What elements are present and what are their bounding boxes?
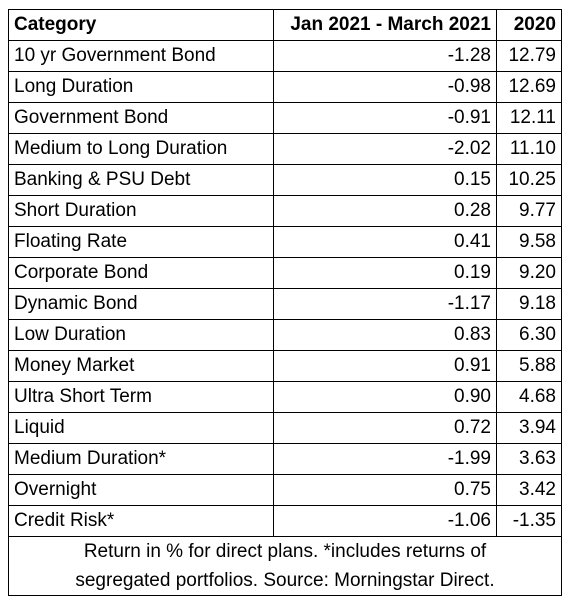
cell-jan-mar-2021: 0.91 — [273, 350, 497, 382]
table-row: Ultra Short Term 0.90 4.68 — [8, 381, 562, 413]
footnote-row: Return in % for direct plans. *includes … — [8, 536, 562, 596]
cell-jan-mar-2021: 0.28 — [273, 195, 497, 227]
footnote: Return in % for direct plans. *includes … — [8, 536, 562, 596]
header-jan-mar-2021: Jan 2021 - March 2021 — [273, 9, 497, 41]
cell-jan-mar-2021: 0.75 — [273, 474, 497, 506]
cell-jan-mar-2021: -1.06 — [273, 505, 497, 537]
cell-jan-mar-2021: -1.17 — [273, 288, 497, 320]
table-row: Government Bond -0.91 12.11 — [8, 102, 562, 134]
table-row: Long Duration -0.98 12.69 — [8, 71, 562, 103]
cell-category: Credit Risk* — [8, 505, 274, 537]
table-row: Money Market 0.91 5.88 — [8, 350, 562, 382]
cell-jan-mar-2021: 0.83 — [273, 319, 497, 351]
cell-2020: 4.68 — [496, 381, 562, 413]
cell-2020: 3.94 — [496, 412, 562, 444]
cell-category: Medium to Long Duration — [8, 133, 274, 165]
cell-2020: 12.79 — [496, 40, 562, 72]
cell-2020: 3.63 — [496, 443, 562, 475]
table-row: Floating Rate 0.41 9.58 — [8, 226, 562, 258]
cell-category: Government Bond — [8, 102, 274, 134]
table-row: Corporate Bond 0.19 9.20 — [8, 257, 562, 289]
cell-2020: 6.30 — [496, 319, 562, 351]
header-category: Category — [8, 9, 274, 41]
table-row: Short Duration 0.28 9.77 — [8, 195, 562, 227]
cell-category: Money Market — [8, 350, 274, 382]
table-row: Dynamic Bond -1.17 9.18 — [8, 288, 562, 320]
returns-table: Category Jan 2021 - March 2021 2020 10 y… — [8, 9, 562, 596]
header-2020: 2020 — [496, 9, 562, 41]
cell-category: Floating Rate — [8, 226, 274, 258]
cell-2020: 9.20 — [496, 257, 562, 289]
cell-2020: 12.69 — [496, 71, 562, 103]
cell-jan-mar-2021: 0.19 — [273, 257, 497, 289]
cell-category: 10 yr Government Bond — [8, 40, 274, 72]
table-row: Banking & PSU Debt 0.15 10.25 — [8, 164, 562, 196]
cell-jan-mar-2021: 0.41 — [273, 226, 497, 258]
cell-category: Overnight — [8, 474, 274, 506]
cell-category: Ultra Short Term — [8, 381, 274, 413]
cell-jan-mar-2021: -0.98 — [273, 71, 497, 103]
footnote-line-1: Return in % for direct plans. *includes … — [83, 541, 487, 562]
cell-category: Banking & PSU Debt — [8, 164, 274, 196]
cell-2020: 9.58 — [496, 226, 562, 258]
cell-jan-mar-2021: -1.28 — [273, 40, 497, 72]
cell-category: Low Duration — [8, 319, 274, 351]
returns-table-container: Category Jan 2021 - March 2021 2020 10 y… — [8, 9, 562, 596]
table-body: 10 yr Government Bond -1.28 12.79 Long Dura… — [8, 40, 562, 537]
cell-category: Short Duration — [8, 195, 274, 227]
cell-2020: 5.88 — [496, 350, 562, 382]
cell-jan-mar-2021: -1.99 — [273, 443, 497, 475]
cell-2020: 9.77 — [496, 195, 562, 227]
table-row: Overnight 0.75 3.42 — [8, 474, 562, 506]
cell-2020: 12.11 — [496, 102, 562, 134]
footnote-line-2: segregated portfolios. Source: Morningst… — [75, 570, 495, 591]
cell-2020: 10.25 — [496, 164, 562, 196]
cell-2020: -1.35 — [496, 505, 562, 537]
cell-jan-mar-2021: -2.02 — [273, 133, 497, 165]
cell-jan-mar-2021: 0.15 — [273, 164, 497, 196]
table-row: Medium to Long Duration -2.02 11.10 — [8, 133, 562, 165]
cell-2020: 9.18 — [496, 288, 562, 320]
cell-category: Medium Duration* — [8, 443, 274, 475]
table-row: Low Duration 0.83 6.30 — [8, 319, 562, 351]
header-row: Category Jan 2021 - March 2021 2020 — [8, 9, 562, 41]
table-row: 10 yr Government Bond -1.28 12.79 — [8, 40, 562, 72]
cell-jan-mar-2021: -0.91 — [273, 102, 497, 134]
table-row: Liquid 0.72 3.94 — [8, 412, 562, 444]
cell-2020: 11.10 — [496, 133, 562, 165]
cell-2020: 3.42 — [496, 474, 562, 506]
cell-category: Liquid — [8, 412, 274, 444]
cell-category: Corporate Bond — [8, 257, 274, 289]
cell-category: Long Duration — [8, 71, 274, 103]
table-row: Credit Risk* -1.06 -1.35 — [8, 505, 562, 537]
table-row: Medium Duration* -1.99 3.63 — [8, 443, 562, 475]
cell-jan-mar-2021: 0.72 — [273, 412, 497, 444]
cell-jan-mar-2021: 0.90 — [273, 381, 497, 413]
cell-category: Dynamic Bond — [8, 288, 274, 320]
